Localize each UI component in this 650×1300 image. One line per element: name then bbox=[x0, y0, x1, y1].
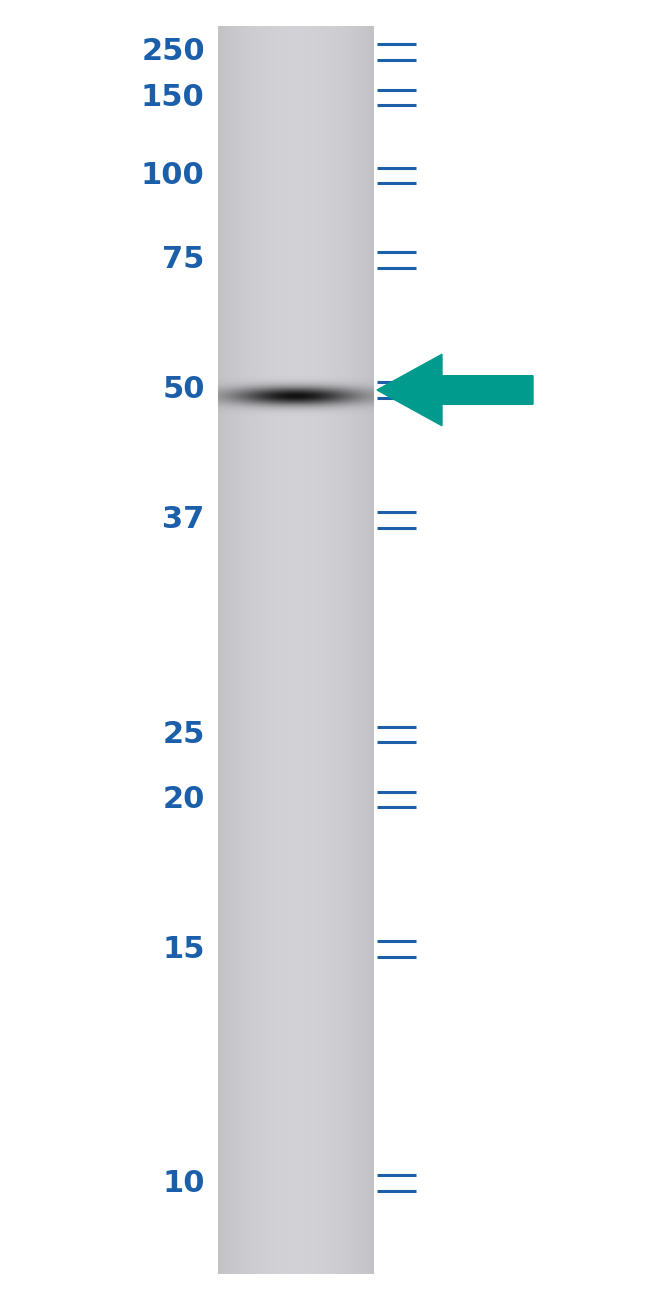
Text: 150: 150 bbox=[141, 83, 205, 112]
Text: 15: 15 bbox=[162, 935, 205, 963]
Text: 25: 25 bbox=[162, 720, 205, 749]
Text: 250: 250 bbox=[141, 38, 205, 66]
Text: 50: 50 bbox=[162, 376, 205, 404]
Text: 75: 75 bbox=[162, 246, 205, 274]
Text: 10: 10 bbox=[162, 1169, 205, 1197]
Text: 20: 20 bbox=[162, 785, 205, 814]
FancyArrow shape bbox=[377, 354, 533, 426]
Text: 37: 37 bbox=[162, 506, 205, 534]
Text: 100: 100 bbox=[141, 161, 205, 190]
